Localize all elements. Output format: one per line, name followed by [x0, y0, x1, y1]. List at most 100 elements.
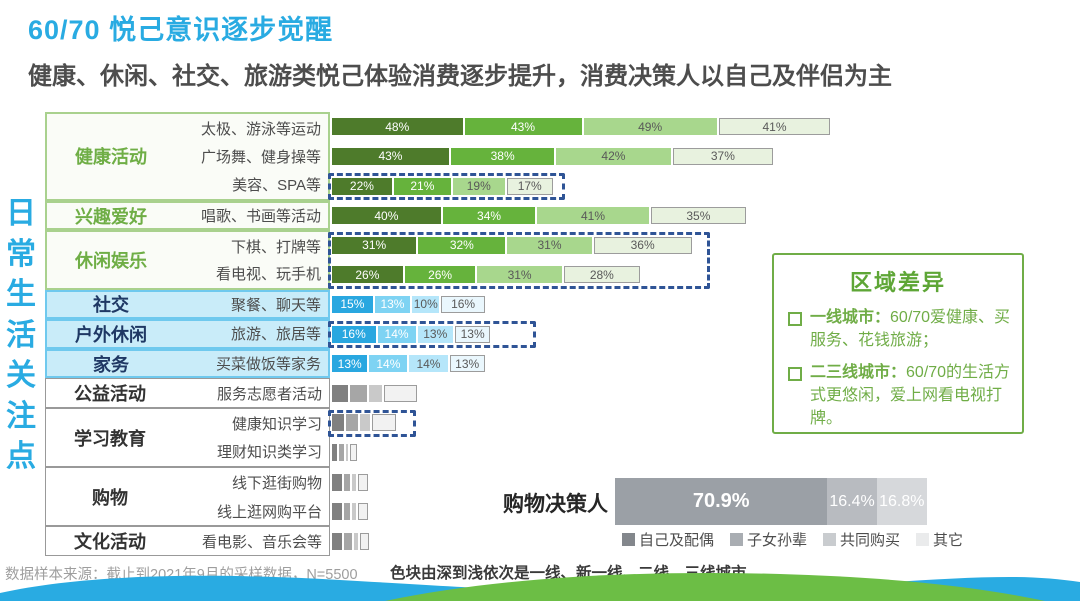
- bar-segment-tier3: 31%: [477, 266, 562, 284]
- bar-segment-tier2: [343, 473, 351, 491]
- bar-segment-tier3: [352, 503, 357, 521]
- decision-maker-label: 购物决策人: [503, 493, 608, 516]
- bar-segment-tier3: 42%: [556, 147, 671, 165]
- bar-segment-tier2: 32%: [418, 236, 506, 254]
- bar-segment-tier2: 14%: [369, 355, 408, 373]
- category-label: 文化活动: [74, 532, 146, 553]
- category-label: 兴趣爱好: [75, 206, 147, 227]
- bar-segment-tier4: 17%: [506, 177, 553, 195]
- bar-segment-tier1: [332, 532, 342, 550]
- bar-segment-tier2: 21%: [393, 177, 451, 195]
- legend-item: 其它: [916, 529, 963, 550]
- highlight-dashed-box: [328, 410, 416, 437]
- bar-segment-tier3: 49%: [583, 118, 717, 136]
- bar-segment-tier1: 48%: [332, 118, 463, 136]
- legend-swatch-icon: [622, 533, 635, 546]
- stacked-bar: 48% 43% 49% 41%: [332, 118, 831, 136]
- category-section: 健康活动 太极、游泳等运动 广场舞、健身操等 美容、SPA等: [45, 112, 330, 201]
- stacked-bar: [332, 384, 417, 402]
- stacked-bar: [332, 473, 368, 491]
- bar-segment-tier1: [332, 503, 342, 521]
- bar-segment-tier2: [350, 384, 367, 402]
- legend-item: 子女孙辈: [730, 529, 807, 550]
- legend-label: 自己及配偶: [639, 532, 715, 549]
- activity-label: 看电视、玩手机: [215, 266, 321, 284]
- activity-label: 理财知识类学习: [216, 444, 322, 462]
- category-label: 社交: [93, 295, 129, 316]
- activity-label: 看电影、音乐会等: [201, 533, 322, 551]
- stacked-bar: [332, 503, 368, 521]
- activity-label: 健康知识学习: [231, 415, 322, 433]
- stacked-bar: 13% 14% 14% 13%: [332, 355, 485, 373]
- region-bullet: 一线城市：60/70爱健康、买服务、花钱旅游；: [788, 307, 1012, 352]
- bar-segment-tier4: 37%: [672, 147, 774, 165]
- decision-maker-bar: 70.9% 16.4% 16.8%: [615, 478, 927, 525]
- region-differences-box: 区域差异 一线城市：60/70爱健康、买服务、花钱旅游； 二三线城市：60/70的…: [772, 253, 1024, 434]
- legend-swatch-icon: [730, 533, 744, 546]
- activity-label: 买菜做饭等家务: [215, 356, 321, 374]
- legend-swatch-icon: [916, 533, 930, 546]
- legend-label: 子女孙辈: [747, 532, 808, 549]
- stacked-bar: 43% 38% 42% 37%: [332, 147, 774, 165]
- bar-segment-tier2: [343, 532, 352, 550]
- stacked-bar: 15% 13% 10% 16%: [332, 295, 485, 313]
- bar-segment-tier1: [332, 473, 342, 491]
- decision-segment: 16.8%: [876, 478, 927, 525]
- bar-segment-tier2: 34%: [442, 207, 536, 225]
- bar-segment-tier1: [332, 384, 349, 402]
- category-label: 健康活动: [75, 147, 147, 168]
- bar-segment-tier3: 13%: [417, 325, 453, 343]
- bar-segment-tier3: [368, 384, 383, 402]
- category-section: 学习教育 健康知识学习 理财知识类学习: [45, 408, 330, 468]
- stacked-bar: 16% 14% 13% 13%: [332, 325, 491, 343]
- category-section: 文化活动 看电影、音乐会等: [45, 526, 330, 556]
- category-section: 兴趣爱好 唱歌、书画等活动: [45, 200, 330, 231]
- bar-segment-tier4: [359, 532, 370, 550]
- category-section: 户外休闲 旅游、旅居等: [45, 319, 330, 349]
- bar-segment-tier3: [352, 473, 357, 491]
- activity-label: 服务志愿者活动: [216, 385, 322, 403]
- bar-segment-tier1: 15%: [332, 295, 373, 313]
- activity-label: 线下逛街购物: [231, 474, 322, 492]
- activity-label: 线上逛网购平台: [216, 503, 322, 521]
- bottom-wave-decoration: [0, 572, 1080, 601]
- highlight-dashed-box: [328, 321, 536, 348]
- bar-segment-tier2: 14%: [377, 325, 416, 343]
- square-bullet-icon: [788, 312, 802, 326]
- stacked-bar: [332, 532, 370, 550]
- stacked-bar: 26% 26% 31% 28%: [332, 266, 640, 284]
- bar-segment-tier1: 31%: [332, 236, 417, 254]
- activity-label: 太极、游泳等运动: [200, 120, 321, 138]
- bar-segment-tier2: [346, 414, 359, 432]
- highlight-dashed-box: [328, 232, 710, 289]
- bar-segment-tier4: [358, 473, 368, 491]
- decision-segment: 16.4%: [827, 478, 877, 525]
- legend-item: 自己及配偶: [622, 529, 714, 550]
- activity-label: 旅游、旅居等: [230, 326, 321, 344]
- category-label: 购物: [92, 487, 128, 508]
- legend-label: 共同购买: [840, 532, 901, 549]
- bar-segment-tier4: 13%: [454, 325, 491, 343]
- left-axis-label: 日常生活关注点: [6, 197, 36, 473]
- bar-segment-tier2: 38%: [450, 147, 555, 165]
- activity-label: 聚餐、聊天等: [230, 296, 321, 314]
- bar-segment-tier3: 19%: [452, 177, 505, 195]
- region-box-title: 区域差异: [849, 270, 946, 295]
- category-section: 家务 买菜做饭等家务: [45, 348, 330, 379]
- legend-swatch-icon: [823, 533, 837, 546]
- bar-segment-tier3: 14%: [409, 355, 448, 373]
- square-bullet-icon: [788, 367, 802, 382]
- bar-segment-tier4: [384, 384, 417, 402]
- bar-segment-tier4: 28%: [563, 266, 640, 284]
- region-bullet: 二三线城市：60/70的生活方式更悠闲，爱上网看电视打牌。: [788, 362, 1012, 430]
- bar-segment-tier1: 40%: [332, 207, 441, 225]
- bar-chart-area: 48% 43% 49% 41% 43% 38% 42% 37% 22% 21% 19% 17% 40% 3…: [328, 112, 1042, 556]
- stacked-bar: 31% 32% 31% 36%: [332, 236, 692, 254]
- stacked-bar: 22% 21% 19% 17%: [332, 177, 553, 195]
- category-section: 社交 聚餐、聊天等: [45, 289, 330, 320]
- bar-segment-tier2: 26%: [404, 266, 476, 284]
- decision-legend: 自己及配偶 子女孙辈 共同购买 其它: [622, 529, 963, 550]
- activity-label: 广场舞、健身操等: [200, 148, 321, 166]
- page-subtitle: 健康、休闲、社交、旅游类悦己体验消费逐步提升，消费决策人以自己及伴侣为主: [28, 63, 892, 90]
